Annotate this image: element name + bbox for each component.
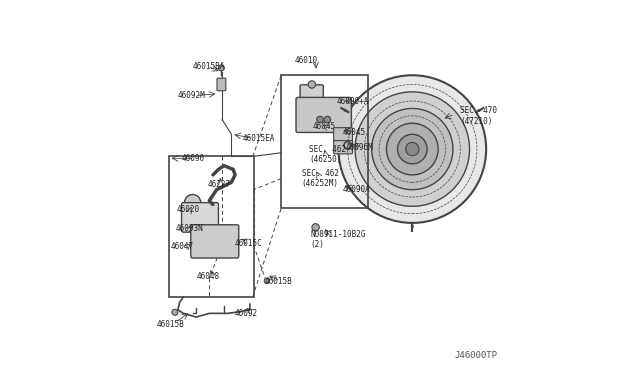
FancyArrowPatch shape (345, 110, 346, 111)
Circle shape (264, 278, 269, 283)
Circle shape (355, 92, 470, 206)
Circle shape (324, 116, 331, 123)
Text: J46000TP: J46000TP (454, 350, 497, 359)
FancyArrowPatch shape (479, 110, 480, 111)
Text: SEC. 470
(47210): SEC. 470 (47210) (460, 106, 497, 125)
Text: 46090A: 46090A (342, 185, 370, 194)
Circle shape (218, 65, 225, 71)
Text: 46020: 46020 (177, 205, 200, 215)
Circle shape (184, 195, 201, 211)
Text: 46015C: 46015C (234, 239, 262, 248)
FancyBboxPatch shape (191, 225, 239, 258)
Circle shape (406, 142, 419, 156)
FancyBboxPatch shape (217, 78, 226, 91)
Text: 46096M: 46096M (346, 143, 374, 152)
Text: 46015EA: 46015EA (243, 134, 275, 142)
Text: 46045: 46045 (312, 122, 336, 131)
Circle shape (387, 123, 438, 175)
Text: 46010: 46010 (294, 56, 317, 65)
Circle shape (339, 75, 486, 223)
Text: 46015BA: 46015BA (193, 61, 225, 71)
Text: SEC. 462
(46252M): SEC. 462 (46252M) (301, 169, 339, 188)
Text: 46227: 46227 (207, 180, 230, 189)
Text: 46015B: 46015B (157, 320, 184, 329)
Text: 46045: 46045 (342, 128, 365, 137)
Text: 46092M: 46092M (178, 91, 205, 100)
FancyBboxPatch shape (182, 203, 218, 232)
FancyBboxPatch shape (333, 128, 353, 143)
Text: 46090+A: 46090+A (337, 97, 369, 106)
Text: 46048: 46048 (196, 272, 220, 281)
Circle shape (308, 81, 316, 88)
Bar (168, 157, 253, 297)
Circle shape (397, 134, 427, 164)
Text: 46093N: 46093N (175, 224, 203, 233)
Circle shape (317, 116, 323, 123)
Bar (281, 75, 368, 208)
Text: 46015B: 46015B (264, 278, 292, 286)
Text: 46090: 46090 (182, 154, 205, 163)
Circle shape (312, 224, 319, 231)
Circle shape (372, 109, 453, 190)
Text: N08911-10B2G
(2): N08911-10B2G (2) (311, 230, 366, 249)
Text: SEC. 462
(46250): SEC. 462 (46250) (309, 145, 346, 164)
FancyBboxPatch shape (300, 85, 323, 103)
FancyBboxPatch shape (296, 97, 351, 132)
Text: 46047: 46047 (170, 243, 193, 251)
Text: 46092: 46092 (235, 309, 258, 318)
FancyBboxPatch shape (333, 141, 353, 154)
Circle shape (172, 310, 178, 315)
